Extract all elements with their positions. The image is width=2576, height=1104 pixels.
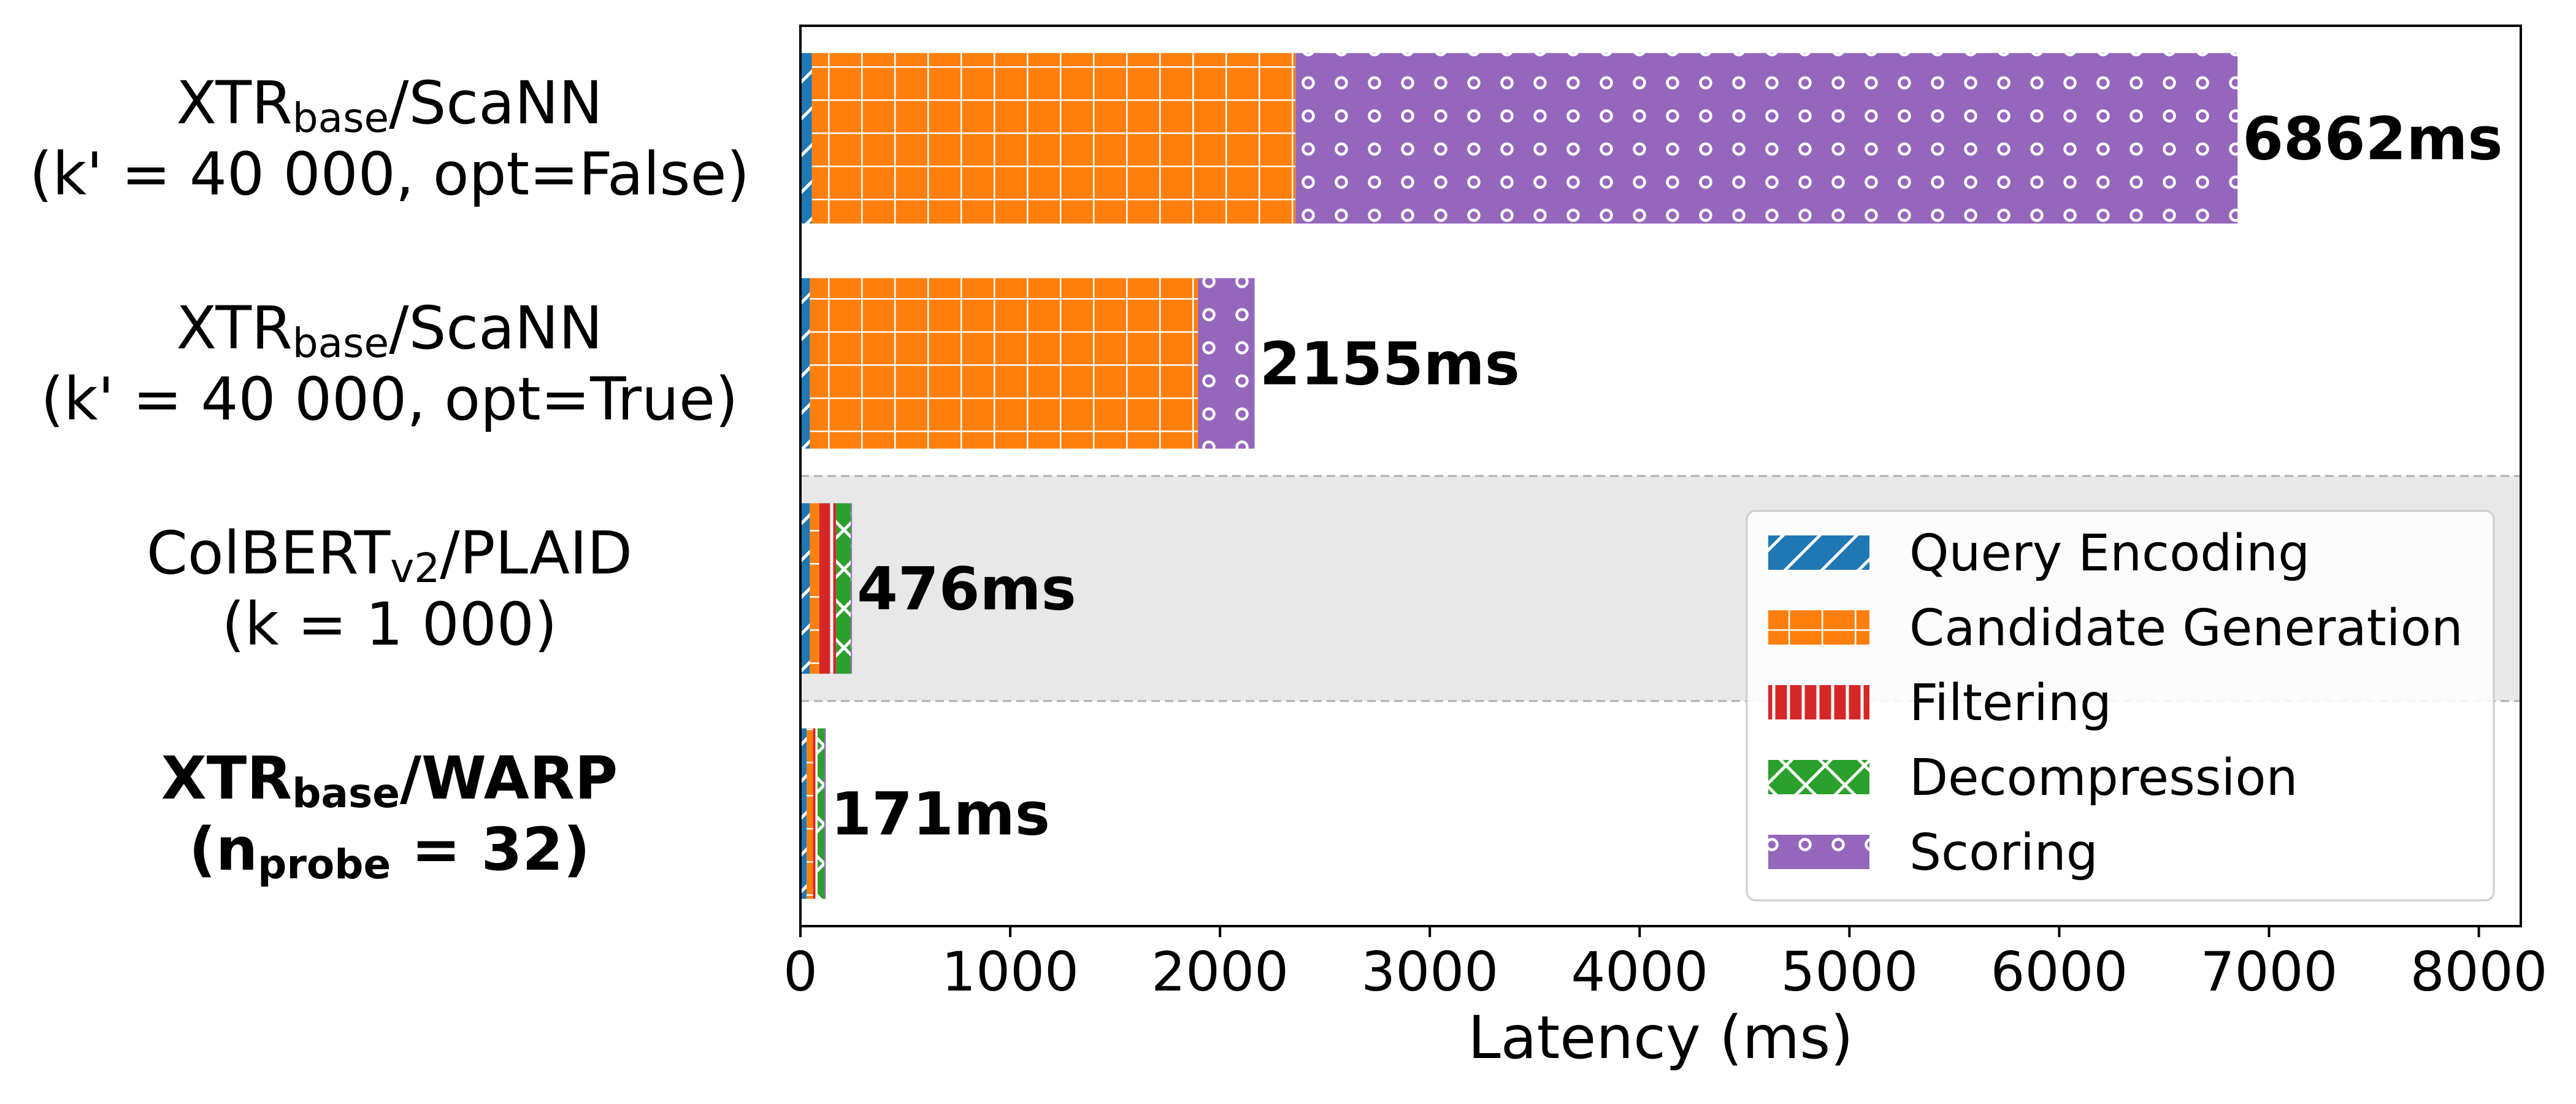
legend-label-grid: Candidate Generation — [1909, 599, 2463, 657]
plot-frame — [799, 25, 2522, 927]
bar-dots-2 — [851, 503, 853, 674]
total-label-3: 171ms — [830, 780, 1050, 849]
bar-grid-3 — [807, 728, 813, 899]
x-tick-label-2: 2000 — [1151, 940, 1289, 1003]
legend-swatch-diagonal — [1768, 535, 1869, 570]
bar-grid-1 — [810, 278, 1198, 449]
bar-dots-3 — [824, 728, 826, 899]
legend-label-dots: Scoring — [1909, 824, 2098, 882]
legend-box — [1746, 510, 2495, 902]
legend-swatch-grid — [1768, 610, 1869, 645]
bar-dots-0 — [1295, 53, 2238, 224]
bar-diagonal-1 — [800, 278, 810, 449]
category-label-line1: XTRbase/WARP — [161, 743, 618, 817]
category-label-2: ColBERTv2/PLAID (k = 1 000) — [0, 518, 779, 660]
x-tick-label-3: 3000 — [1361, 940, 1498, 1003]
category-label-line2: (k' = 40 000, opt=False) — [29, 139, 750, 209]
bar-vertical-2 — [819, 503, 837, 674]
total-label-2: 476ms — [857, 555, 1076, 624]
category-label-0: XTRbase/ScaNN (k' = 40 000, opt=False) — [0, 67, 779, 210]
bar-diagonal-0 — [800, 53, 812, 224]
x-tick-label-5: 5000 — [1781, 940, 1918, 1003]
category-label-line1: XTRbase/ScaNN — [176, 293, 603, 367]
x-tick-label-0: 0 — [783, 940, 818, 1003]
category-label-line1: ColBERTv2/PLAID — [146, 518, 633, 592]
legend-swatch-vertical — [1768, 685, 1869, 719]
x-axis-title: Latency (ms) — [1468, 1003, 1853, 1072]
legend-label-cross: Decompression — [1909, 749, 2298, 807]
bar-grid-0 — [811, 53, 1296, 224]
bar-diagonal-2 — [800, 503, 810, 674]
legend-swatch-cross — [1768, 760, 1869, 794]
x-tick-label-7: 7000 — [2201, 940, 2338, 1003]
x-tick-label-1: 1000 — [941, 940, 1079, 1003]
x-tick-label-4: 4000 — [1571, 940, 1708, 1003]
category-label-line2: (k' = 40 000, opt=True) — [40, 364, 738, 434]
category-label-line2: (k = 1 000) — [221, 589, 558, 659]
total-label-1: 2155ms — [1260, 330, 1520, 399]
x-tick-label-8: 8000 — [2410, 940, 2548, 1003]
category-label-1: XTRbase/ScaNN (k' = 40 000, opt=True) — [0, 293, 779, 435]
x-tick-label-6: 6000 — [1990, 940, 2128, 1003]
legend-swatch-dots — [1768, 835, 1869, 869]
bar-cross-2 — [836, 503, 851, 674]
category-label-line1: XTRbase/ScaNN — [176, 68, 603, 142]
bar-cross-3 — [818, 728, 824, 899]
bar-grid-2 — [810, 503, 819, 674]
bar-dots-1 — [1198, 278, 1255, 449]
category-label-line2: (nprobe = 32) — [188, 815, 591, 888]
bar-vertical-3 — [813, 728, 818, 899]
category-label-3: XTRbase/WARP (nprobe = 32) — [0, 743, 779, 885]
legend-label-diagonal: Query Encoding — [1909, 524, 2310, 583]
total-label-0: 6862ms — [2242, 105, 2502, 174]
bar-diagonal-3 — [800, 728, 807, 899]
legend-label-vertical: Filtering — [1909, 674, 2112, 732]
